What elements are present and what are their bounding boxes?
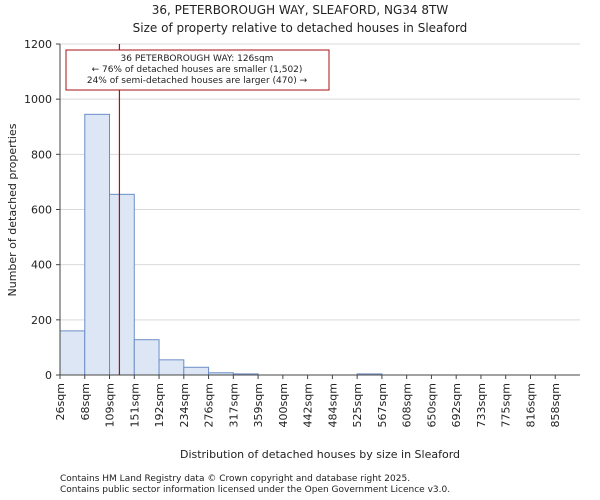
annotation-box: 36 PETERBOROUGH WAY: 126sqm ← 76% of det… (65, 49, 330, 91)
y-tick-label: 0 (45, 369, 52, 382)
bar (183, 366, 210, 376)
x-tick-label: 525sqm (351, 383, 364, 427)
x-tick-label: 400sqm (277, 383, 290, 427)
annotation-line-3: 24% of semi-detached houses are larger (… (87, 76, 308, 86)
x-tick-label: 192sqm (153, 383, 166, 427)
x-tick-label: 26sqm (54, 383, 67, 420)
x-tick-label: 484sqm (326, 383, 339, 427)
footer-line-1: Contains HM Land Registry data © Crown c… (60, 474, 410, 484)
x-tick-label: 151sqm (128, 383, 141, 427)
y-ticks: 0 200 400 600 800 1000 1200 (24, 38, 60, 382)
y-tick-label: 200 (31, 314, 52, 327)
x-tick-label: 359sqm (252, 383, 265, 427)
x-tick-label: 234sqm (178, 383, 191, 427)
x-tick-label: 317sqm (227, 383, 240, 427)
annotation-line-2: ← 76% of detached houses are smaller (1,… (92, 65, 303, 75)
bar (84, 113, 111, 376)
x-axis-label: Distribution of detached houses by size … (180, 448, 460, 461)
annotation-line-1: 36 PETERBOROUGH WAY: 126sqm (121, 54, 274, 64)
x-tick-label: 276sqm (203, 383, 216, 427)
x-tick-label: 816sqm (524, 383, 537, 427)
bar (109, 193, 135, 376)
bars (59, 113, 383, 376)
x-tick-label: 608sqm (401, 383, 414, 427)
x-tick-label: 650sqm (425, 383, 438, 427)
x-tick-label: 567sqm (376, 383, 389, 427)
x-tick-label: 109sqm (104, 383, 117, 427)
x-tick-label: 775sqm (500, 383, 513, 427)
y-tick-label: 400 (31, 259, 52, 272)
bar (59, 330, 86, 376)
footer-line-2: Contains public sector information licen… (60, 485, 450, 495)
x-tick-label: 858sqm (549, 383, 562, 427)
x-ticks: 26sqm 68sqm 109sqm 151sqm 192sqm 234sqm 276sqm… (54, 375, 562, 427)
y-tick-label: 600 (31, 204, 52, 217)
chart-subtitle: Size of property relative to detached ho… (133, 21, 468, 35)
gridlines (60, 43, 580, 321)
chart-title: 36, PETERBOROUGH WAY, SLEAFORD, NG34 8TW (152, 3, 449, 17)
bar (133, 339, 160, 376)
y-tick-label: 1200 (24, 38, 52, 51)
y-tick-label: 1000 (24, 93, 52, 106)
x-tick-label: 68sqm (79, 383, 92, 420)
y-axis-label: Number of detached properties (6, 123, 19, 296)
bar (158, 359, 185, 376)
x-tick-label: 442sqm (302, 383, 315, 427)
y-tick-label: 800 (31, 148, 52, 161)
x-tick-label: 692sqm (450, 383, 463, 427)
x-tick-label: 733sqm (475, 383, 488, 427)
